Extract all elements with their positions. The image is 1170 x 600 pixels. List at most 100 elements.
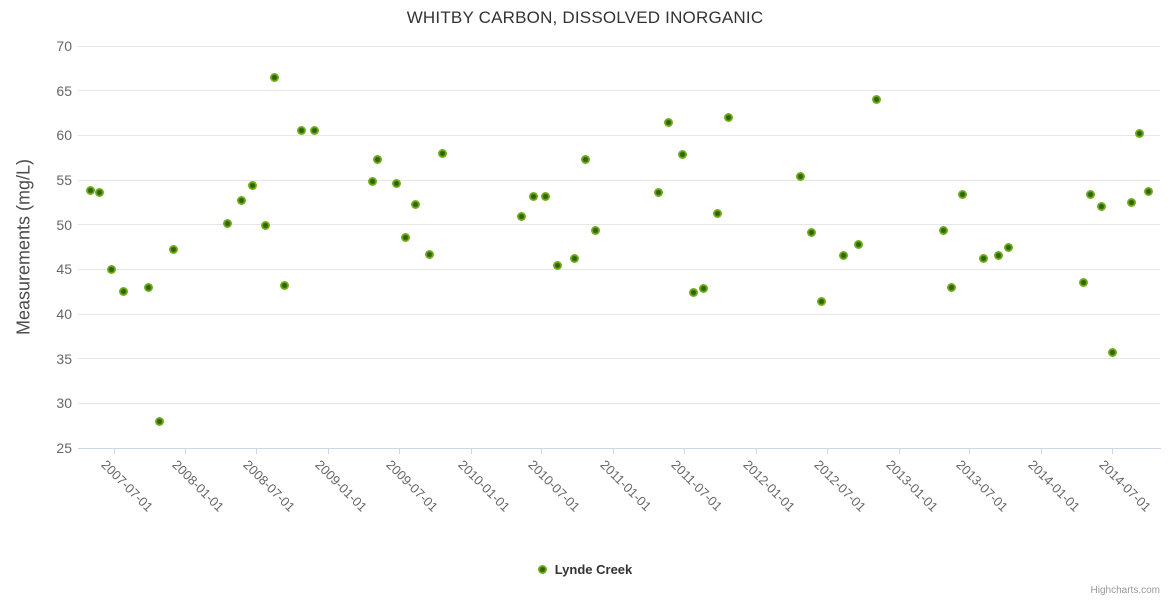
x-tick <box>1041 448 1043 454</box>
chart-title: WHITBY CARBON, DISSOLVED INORGANIC <box>406 8 764 27</box>
data-point[interactable] <box>270 72 280 82</box>
data-point[interactable] <box>1107 347 1117 357</box>
data-point[interactable] <box>946 282 956 292</box>
gridline <box>78 313 1160 315</box>
x-tick-label: 2008-01-01 <box>169 457 228 515</box>
x-tick <box>898 448 900 454</box>
data-point[interactable] <box>653 188 663 197</box>
data-point[interactable] <box>144 282 154 292</box>
data-point[interactable] <box>541 191 551 201</box>
data-point[interactable] <box>796 171 806 181</box>
data-point[interactable] <box>1096 202 1106 212</box>
data-point[interactable] <box>516 212 526 222</box>
y-tick-label: 45 <box>56 261 72 278</box>
data-point[interactable] <box>367 177 377 187</box>
data-point[interactable] <box>1143 187 1153 197</box>
legend-label: Lynde Creek <box>554 562 633 577</box>
data-point[interactable] <box>107 264 117 274</box>
data-point[interactable] <box>939 225 949 235</box>
x-tick <box>398 448 400 454</box>
data-point[interactable] <box>85 186 95 196</box>
data-point[interactable] <box>958 189 968 199</box>
data-point[interactable] <box>223 219 233 229</box>
legend-marker-icon <box>537 565 547 574</box>
legend: Lynde Creek <box>0 562 1170 577</box>
data-point[interactable] <box>872 95 882 105</box>
gridline <box>78 224 1160 226</box>
data-point[interactable] <box>424 249 434 259</box>
data-point[interactable] <box>699 284 709 294</box>
data-point[interactable] <box>838 250 848 260</box>
data-point[interactable] <box>155 416 165 426</box>
data-point[interactable] <box>1004 243 1014 253</box>
y-tick-label: 35 <box>56 350 72 367</box>
data-point[interactable] <box>438 148 448 158</box>
x-tick-label: 2012-01-01 <box>740 457 798 515</box>
data-point[interactable] <box>1085 189 1095 199</box>
x-tick-label: 2010-01-01 <box>455 457 513 515</box>
data-point[interactable] <box>854 239 864 249</box>
y-tick-label: 60 <box>56 127 72 144</box>
x-tick-label: 2012-07-01 <box>811 457 869 515</box>
y-tick-label: 50 <box>56 216 72 233</box>
data-point[interactable] <box>1127 197 1137 207</box>
x-tick-label: 2007-07-01 <box>97 457 156 515</box>
x-tick-label: 2014-07-01 <box>1096 457 1154 515</box>
data-point[interactable] <box>528 191 538 201</box>
data-point[interactable] <box>280 280 290 290</box>
x-tick <box>969 448 971 454</box>
x-tick-label: 2009-07-01 <box>383 457 441 515</box>
data-point[interactable] <box>816 296 826 306</box>
x-tick-label: 2014-01-01 <box>1025 457 1084 515</box>
x-tick <box>113 448 115 454</box>
data-point[interactable] <box>297 126 307 136</box>
y-tick-label: 25 <box>56 440 72 456</box>
data-point[interactable] <box>678 149 688 159</box>
data-point[interactable] <box>979 254 989 264</box>
gridline <box>78 134 1160 136</box>
x-tick-label: 2010-07-01 <box>525 457 584 515</box>
y-tick-label: 40 <box>56 306 72 322</box>
data-point[interactable] <box>1078 278 1088 288</box>
data-point[interactable] <box>663 118 673 128</box>
legend-item-lynde-creek[interactable]: Lynde Creek <box>537 562 633 577</box>
data-point[interactable] <box>261 221 271 231</box>
x-tick <box>541 448 543 454</box>
data-point[interactable] <box>248 180 258 190</box>
data-point[interactable] <box>310 126 320 136</box>
x-tick-label: 2011-01-01 <box>597 457 655 514</box>
data-point[interactable] <box>806 228 816 238</box>
x-tick-label: 2011-07-01 <box>668 457 726 514</box>
gridline <box>78 402 1160 404</box>
data-point[interactable] <box>392 179 402 189</box>
data-point[interactable] <box>169 245 179 255</box>
data-point[interactable] <box>591 226 601 236</box>
data-point[interactable] <box>570 254 580 264</box>
data-point[interactable] <box>237 196 247 206</box>
gridline <box>78 179 1160 181</box>
data-point[interactable] <box>411 199 421 209</box>
data-point[interactable] <box>581 154 591 164</box>
gridline <box>78 358 1160 360</box>
data-point[interactable] <box>372 154 382 164</box>
data-point[interactable] <box>724 112 734 122</box>
data-point[interactable] <box>401 232 411 242</box>
x-tick-label: 2013-01-01 <box>883 457 941 515</box>
data-point[interactable] <box>553 261 562 271</box>
data-point[interactable] <box>713 209 723 219</box>
data-point[interactable] <box>119 287 129 297</box>
gridline <box>78 268 1160 270</box>
highcharts-credits-link[interactable]: Highcharts.com <box>1090 585 1160 596</box>
x-tick <box>613 448 615 454</box>
data-point[interactable] <box>689 288 699 298</box>
data-point[interactable] <box>1134 129 1144 139</box>
data-point[interactable] <box>94 188 104 197</box>
y-tick-label: 65 <box>56 82 72 99</box>
gridline <box>78 45 1160 47</box>
x-tick <box>684 448 685 454</box>
x-tick-label: 2009-01-01 <box>312 457 371 515</box>
data-point[interactable] <box>993 251 1003 261</box>
x-tick <box>826 448 828 454</box>
x-tick <box>256 448 258 454</box>
y-tick-label: 30 <box>56 395 72 412</box>
